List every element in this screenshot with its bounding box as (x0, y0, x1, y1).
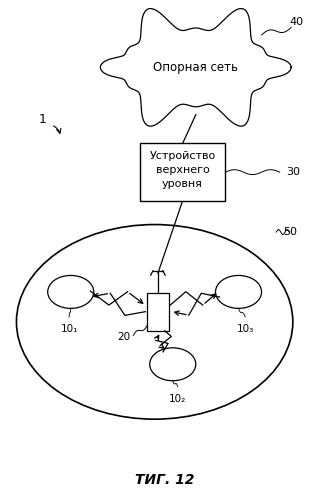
FancyBboxPatch shape (147, 293, 168, 330)
Text: 10₃: 10₃ (237, 324, 254, 334)
Text: 40: 40 (289, 17, 303, 27)
Text: ΤИГ. 12: ΤИГ. 12 (135, 473, 194, 487)
Ellipse shape (48, 275, 94, 308)
FancyArrowPatch shape (54, 126, 61, 133)
FancyBboxPatch shape (140, 144, 225, 201)
Text: Устройство
верхнего
уровня: Устройство верхнего уровня (149, 151, 216, 189)
Ellipse shape (215, 275, 262, 308)
Ellipse shape (16, 225, 293, 419)
Text: 20: 20 (117, 332, 130, 342)
Ellipse shape (150, 348, 196, 381)
Polygon shape (100, 8, 291, 126)
Text: 1: 1 (39, 113, 47, 126)
Text: Опорная сеть: Опорная сеть (153, 61, 238, 74)
Text: 30: 30 (286, 167, 300, 177)
Text: 50: 50 (283, 227, 297, 237)
Text: 10₂: 10₂ (169, 394, 186, 404)
Text: 10₁: 10₁ (61, 324, 78, 334)
